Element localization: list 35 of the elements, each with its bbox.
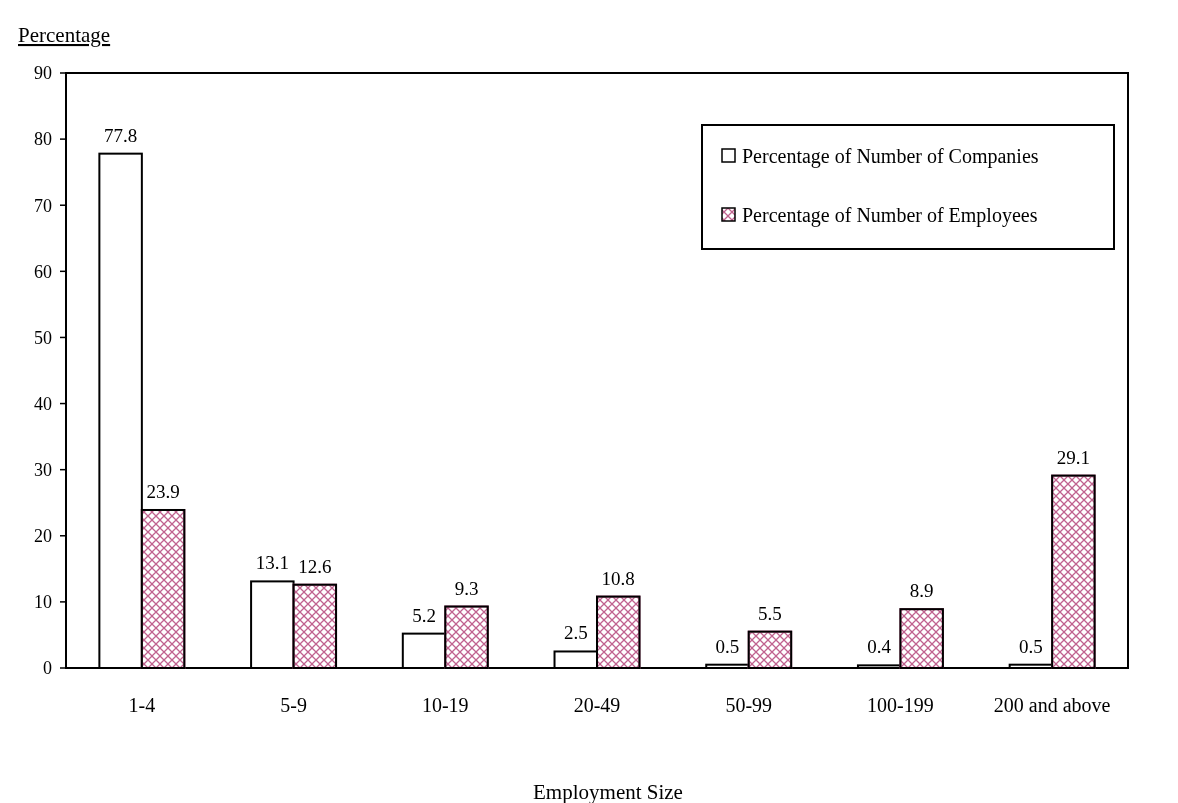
data-label: 12.6: [298, 555, 332, 577]
y-tick-label: 20: [34, 526, 52, 547]
data-label: 9.3: [454, 577, 479, 599]
y-tick-label: 50: [34, 327, 52, 348]
y-tick-label: 60: [34, 261, 52, 282]
x-tick-label: 20-49: [573, 694, 621, 716]
x-tick-label: 5-9: [280, 694, 307, 716]
x-tick-label: 10-19: [421, 694, 469, 716]
data-label: 0.5: [715, 635, 740, 657]
legend-label: Percentage of Number of Employees: [742, 204, 1038, 227]
x-tick-label: 1-4: [128, 694, 156, 716]
y-tick-label: 80: [34, 129, 52, 150]
y-tick-label: 40: [34, 393, 52, 414]
x-tick-label: 200 and above: [993, 694, 1111, 716]
data-label: 2.5: [563, 622, 588, 644]
y-tick-label: 0: [43, 658, 52, 679]
y-tick-label: 10: [34, 592, 52, 613]
x-tick-label: 100-199: [867, 694, 934, 716]
x-tick-label: 50-99: [725, 694, 773, 716]
data-label: 77.8: [103, 124, 138, 146]
x-axis-title: Employment Size: [533, 780, 683, 803]
data-label: 29.1: [1056, 446, 1091, 468]
data-label: 0.4: [867, 636, 892, 658]
data-label: 5.5: [758, 602, 782, 624]
data-label: 23.9: [146, 480, 180, 502]
y-axis-title: Percentage: [18, 23, 111, 47]
y-tick-label: 90: [34, 63, 52, 84]
data-label: 8.9: [909, 580, 934, 602]
data-label: 10.8: [601, 567, 635, 589]
data-label: 5.2: [412, 604, 436, 626]
y-tick-label: 70: [34, 195, 52, 216]
legend-label: Percentage of Number of Companies: [742, 145, 1039, 168]
y-tick-label: 30: [34, 459, 52, 480]
data-label: 0.5: [1019, 635, 1043, 657]
data-label: 13.1: [255, 552, 289, 574]
